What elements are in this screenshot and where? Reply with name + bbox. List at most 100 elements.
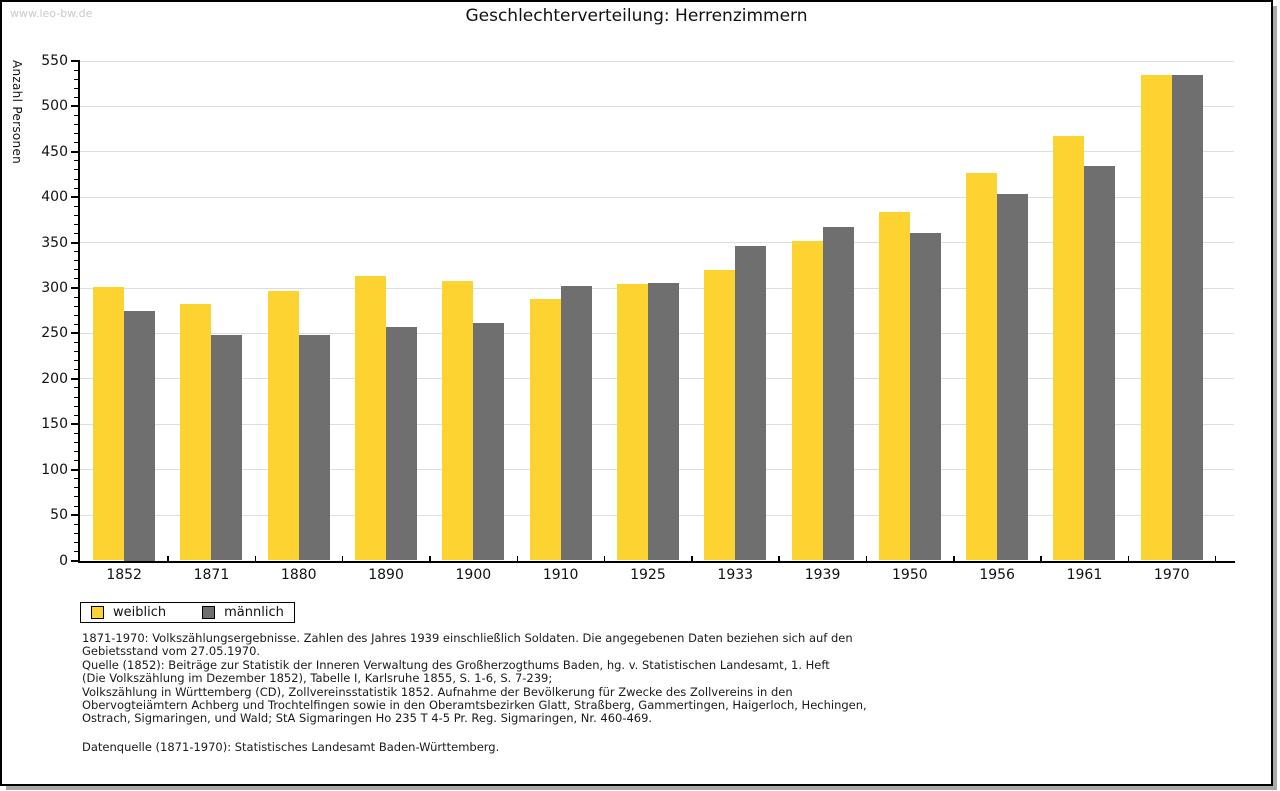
y-tick-label-0: 0 — [59, 552, 68, 569]
gridline-500 — [79, 105, 1234, 107]
x-group-tick-13 — [1214, 555, 1217, 561]
y-tick-400 — [71, 196, 79, 199]
footnote-line: (Die Volkszählung im Dezember 1852), Tab… — [82, 671, 553, 686]
x-tick-label-1871: 1871 — [193, 566, 230, 583]
y-tick-250 — [71, 332, 79, 335]
x-group-tick-4 — [429, 555, 431, 561]
x-group-tick-12 — [1127, 555, 1130, 561]
y-minor-tick-120 — [74, 451, 79, 453]
bar-männlich-1933 — [735, 246, 767, 561]
x-group-tick-3 — [341, 555, 344, 561]
legend-label-maennlich: männlich — [224, 605, 284, 620]
x-group-tick-5 — [516, 555, 518, 561]
bar-männlich-1970 — [1171, 74, 1203, 561]
legend-swatch-maennlich — [202, 606, 216, 619]
y-minor-tick-440 — [74, 160, 79, 162]
x-tick-label-1933: 1933 — [717, 566, 754, 583]
legend-item-weiblich: weiblich — [91, 606, 166, 619]
y-minor-tick-240 — [74, 342, 79, 344]
x-tick-label-1925: 1925 — [630, 566, 666, 583]
bar-männlich-1961 — [1084, 166, 1116, 561]
y-tick-label-400: 400 — [41, 189, 68, 206]
y-tick-label-350: 350 — [41, 234, 68, 251]
x-group-tick-9 — [865, 555, 868, 561]
x-tick-label-1890: 1890 — [368, 566, 404, 583]
y-minor-tick-70 — [74, 496, 79, 498]
y-minor-tick-460 — [74, 142, 79, 144]
bar-weiblich-1880 — [267, 290, 299, 561]
x-tick-label-1852: 1852 — [106, 566, 142, 583]
x-tick-label-1910: 1910 — [542, 566, 579, 583]
y-minor-tick-510 — [74, 96, 79, 98]
x-tick-label-1880: 1880 — [280, 566, 317, 583]
y-minor-tick-270 — [74, 314, 79, 316]
bar-weiblich-1933 — [704, 269, 736, 561]
x-tick-label-1950: 1950 — [892, 566, 928, 583]
y-minor-tick-220 — [74, 360, 79, 362]
x-group-tick-8 — [778, 555, 780, 561]
bar-männlich-1939 — [822, 227, 854, 561]
y-minor-tick-30 — [74, 532, 79, 534]
x-tick-label-1970: 1970 — [1153, 566, 1190, 583]
bar-männlich-1956 — [997, 193, 1029, 561]
y-tick-0 — [71, 559, 79, 562]
y-minor-tick-90 — [74, 478, 79, 480]
bar-weiblich-1871 — [180, 304, 212, 561]
gridline-400 — [79, 196, 1234, 198]
bar-männlich-1950 — [909, 232, 941, 561]
y-minor-tick-380 — [74, 214, 79, 216]
y-minor-tick-370 — [74, 223, 79, 225]
legend-item-maennlich: männlich — [202, 606, 284, 619]
y-tick-label-500: 500 — [41, 98, 68, 115]
y-minor-tick-290 — [74, 296, 79, 298]
chart-title: Geschlechterverteilung: Herrenzimmern — [465, 6, 808, 26]
x-axis-line — [78, 560, 1235, 563]
x-tick-label-1961: 1961 — [1066, 566, 1103, 583]
y-tick-label-100: 100 — [41, 461, 68, 478]
legend-label-weiblich: weiblich — [113, 605, 167, 620]
y-tick-label-300: 300 — [41, 280, 68, 297]
bar-weiblich-1956 — [966, 172, 998, 561]
y-minor-tick-110 — [74, 460, 79, 462]
footnote-line: Quelle (1852): Beiträge zur Statistik de… — [82, 657, 830, 672]
y-minor-tick-430 — [74, 169, 79, 171]
y-tick-label-200: 200 — [41, 370, 68, 387]
y-axis-label: Anzahl Personen — [10, 60, 24, 165]
y-tick-label-250: 250 — [41, 325, 68, 342]
y-axis-line — [78, 60, 80, 563]
y-minor-tick-40 — [74, 523, 79, 525]
y-minor-tick-470 — [74, 133, 79, 135]
gridline-350 — [79, 242, 1234, 244]
bar-weiblich-1890 — [355, 276, 387, 561]
bar-weiblich-1961 — [1053, 136, 1085, 561]
y-minor-tick-360 — [74, 233, 79, 235]
bar-weiblich-1970 — [1140, 74, 1172, 561]
y-minor-tick-10 — [74, 550, 79, 552]
y-tick-500 — [71, 105, 79, 108]
datasource-line: Datenquelle (1871-1970): Statistisches L… — [82, 740, 500, 754]
x-group-tick-6 — [603, 555, 606, 561]
y-tick-100 — [71, 468, 79, 471]
bar-männlich-1925 — [647, 282, 679, 561]
y-minor-tick-490 — [74, 114, 79, 116]
y-minor-tick-390 — [74, 205, 79, 207]
x-tick-label-1900: 1900 — [455, 566, 492, 583]
x-group-tick-2 — [254, 555, 257, 561]
bar-weiblich-1910 — [529, 298, 561, 561]
bar-weiblich-1925 — [616, 283, 648, 561]
bar-weiblich-1950 — [878, 211, 910, 561]
footnote-line: Obervogteiämtern Achberg und Trochtelfin… — [82, 698, 867, 713]
y-tick-label-150: 150 — [41, 416, 68, 433]
y-minor-tick-80 — [74, 487, 79, 489]
bar-weiblich-1852 — [93, 287, 125, 561]
bar-weiblich-1939 — [791, 240, 823, 561]
y-minor-tick-320 — [74, 269, 79, 271]
y-minor-tick-210 — [74, 369, 79, 371]
bar-weiblich-1900 — [442, 280, 474, 561]
y-minor-tick-520 — [74, 87, 79, 89]
x-group-tick-11 — [1040, 555, 1042, 561]
y-minor-tick-170 — [74, 405, 79, 407]
y-tick-550 — [71, 60, 79, 62]
